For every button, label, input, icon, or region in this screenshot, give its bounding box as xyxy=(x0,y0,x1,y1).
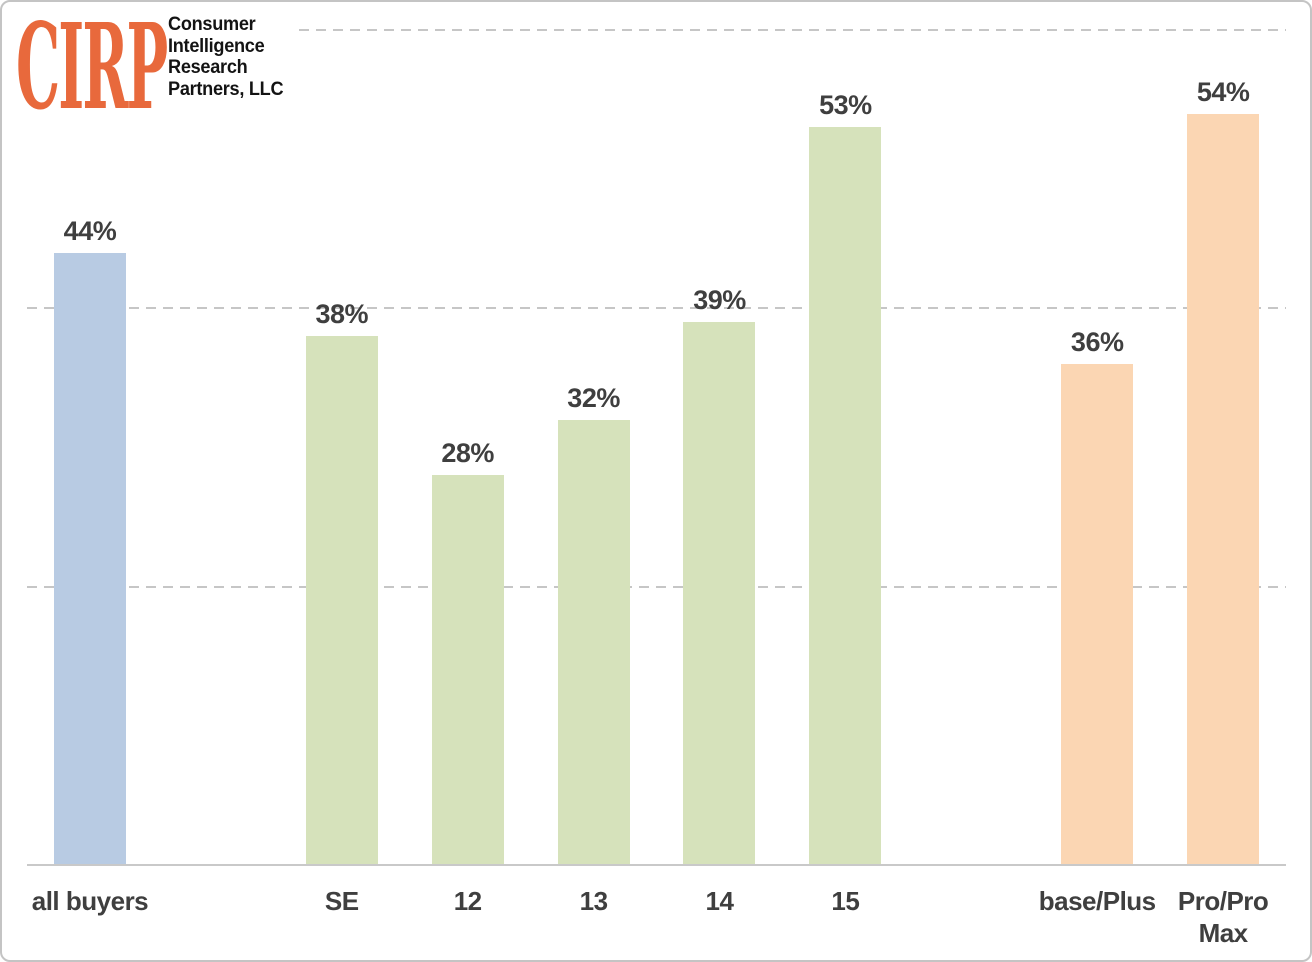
bar-value-label: 54% xyxy=(1196,76,1250,107)
x-axis-label: base/Plus xyxy=(1038,886,1156,916)
x-axis-line xyxy=(27,864,1286,866)
category-slot: 38% xyxy=(279,30,405,865)
x-axis-label: 14 xyxy=(705,886,734,916)
bar xyxy=(1061,364,1134,865)
logo-company-name: Consumer Intelligence Research Partners,… xyxy=(168,13,284,100)
category-slot: 36% xyxy=(1034,30,1160,865)
category-slot xyxy=(153,30,279,865)
bar-value-label: 44% xyxy=(63,215,117,246)
category-slot: 54% xyxy=(1160,30,1286,865)
category-slot: 28% xyxy=(405,30,531,865)
bar xyxy=(305,336,378,865)
logo-company-line: Partners, LLC xyxy=(168,77,284,100)
bar xyxy=(809,127,882,865)
bar xyxy=(557,419,630,865)
bar xyxy=(53,252,126,865)
x-axis-label xyxy=(908,885,1034,949)
gridline-20pct xyxy=(27,585,1286,588)
category-slot: 53% xyxy=(782,30,908,865)
bar xyxy=(1187,113,1260,865)
bar-value-label: 53% xyxy=(819,90,872,121)
category-slot xyxy=(908,30,1034,865)
logo-company-line: Consumer xyxy=(168,13,256,35)
category-slot: 44% xyxy=(27,30,153,865)
x-axis-label: Pro/Pro Max xyxy=(1177,886,1269,948)
cirp-logo-text: CIRP xyxy=(16,0,168,136)
gridline-40pct xyxy=(27,307,1286,310)
bar-value-label: 38% xyxy=(315,299,369,330)
x-axis-label: all buyers xyxy=(31,886,149,916)
bar-value-label: 28% xyxy=(441,438,494,469)
logo-company-line: Research xyxy=(168,56,248,78)
x-axis-labels: all buyers SE 12 13 14 15 base/Plus Pro/Pro Max xyxy=(27,885,1286,949)
category-slot: 39% xyxy=(657,30,783,865)
logo-company-line: Intelligence xyxy=(168,34,265,57)
x-axis-label: SE xyxy=(324,886,359,916)
x-axis-label: 15 xyxy=(831,886,860,916)
cirp-logo: CIRP Consumer Intelligence Research Part… xyxy=(2,2,294,126)
plot-area: 44% 38% 28% 32% 39% 53% 36% 54% xyxy=(27,29,1286,865)
bar-value-label: 32% xyxy=(567,382,620,413)
bars-row: 44% 38% 28% 32% 39% 53% 36% 54% xyxy=(27,30,1286,865)
x-axis-label: 12 xyxy=(453,886,482,916)
gridline-60pct xyxy=(27,29,1286,31)
x-axis-label: 13 xyxy=(579,886,608,916)
bar xyxy=(431,475,504,865)
bar xyxy=(683,322,756,865)
x-axis-label xyxy=(153,885,279,949)
category-slot: 32% xyxy=(531,30,657,865)
bar-value-label: 39% xyxy=(693,285,746,316)
bar-value-label: 36% xyxy=(1070,327,1124,357)
